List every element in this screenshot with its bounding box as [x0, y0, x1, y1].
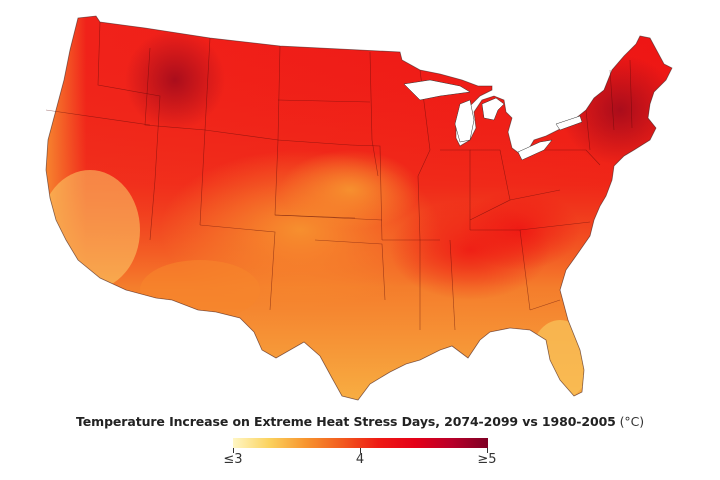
tick-label-mid: 4 [355, 452, 365, 467]
legend-title-text: Temperature Increase on Extreme Heat Str… [76, 414, 616, 429]
legend-title: Temperature Increase on Extreme Heat Str… [0, 414, 720, 429]
legend-unit: (°C) [619, 414, 644, 429]
heat-fill [46, 16, 672, 400]
tick-label-min: ≤3 [223, 452, 243, 467]
colorbar [233, 438, 488, 448]
tick-label-max: ≥5 [477, 452, 497, 467]
us-heat-map [45, 15, 673, 401]
state-borders [45, 21, 633, 331]
tick-min [233, 448, 234, 453]
tick-mid [360, 448, 361, 453]
tick-max [487, 448, 488, 453]
great-lakes [403, 79, 583, 161]
